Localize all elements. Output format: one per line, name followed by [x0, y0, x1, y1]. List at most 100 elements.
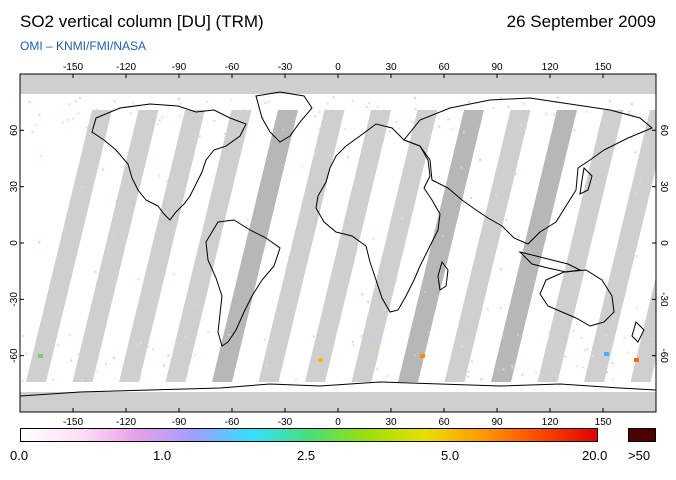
so2-speckle	[115, 200, 118, 203]
orbit-gap-swath	[72, 110, 159, 382]
so2-speckle	[206, 100, 209, 103]
so2-speckle	[81, 378, 83, 381]
so2-speckle	[318, 127, 321, 130]
so2-speckle	[83, 376, 85, 379]
so2-speckle	[63, 229, 66, 232]
so2-speckle	[523, 114, 526, 117]
so2-speckle	[70, 359, 72, 362]
orbit-gap-swath	[165, 110, 252, 382]
so2-speckle	[492, 106, 495, 109]
coast-japan	[579, 166, 593, 195]
so2-speckle	[379, 336, 382, 338]
so2-speckle	[28, 100, 31, 103]
so2-speckle	[424, 291, 426, 293]
so2-speckle	[193, 304, 196, 307]
so2-speckle	[228, 333, 231, 336]
lat-label-left: -60	[9, 348, 20, 363]
so2-speckle	[480, 378, 483, 381]
coast-asia	[403, 97, 653, 245]
so2-speckle	[492, 239, 495, 242]
lat-label-left: -30	[9, 292, 20, 307]
so2-speckle	[414, 97, 416, 100]
so2-speckle	[545, 112, 548, 115]
lon-label-top: 90	[491, 62, 503, 73]
so2-speckle	[580, 337, 583, 339]
so2-speckle	[38, 241, 41, 244]
so2-speckle	[572, 330, 575, 333]
so2-speckle	[606, 330, 609, 333]
so2-speckle	[312, 335, 315, 338]
so2-speckle	[642, 342, 645, 345]
so2-speckle	[649, 337, 652, 340]
lat-label-left: 30	[9, 181, 20, 193]
so2-speckle	[119, 107, 122, 110]
so2-speckle	[461, 345, 463, 348]
so2-speckle	[630, 103, 633, 106]
so2-speckle	[398, 127, 401, 130]
so2-speckle	[376, 368, 379, 371]
so2-speckle	[441, 235, 444, 237]
so2-speckle	[553, 113, 556, 116]
orbit-gap-swath	[398, 110, 484, 382]
so2-speckle	[68, 103, 71, 106]
map-title: SO2 vertical column [DU] (TRM)	[20, 12, 264, 31]
so2-speckle	[264, 101, 267, 104]
so2-speckle	[136, 344, 139, 347]
so2-speckle	[383, 309, 386, 311]
so2-speckle	[639, 180, 642, 183]
so2-speckle	[300, 164, 303, 167]
so2-speckle	[138, 377, 141, 379]
orbit-gap-swaths	[26, 110, 656, 382]
map-tick-marks	[20, 74, 656, 412]
so2-speckle	[611, 362, 614, 364]
so2-speckle	[479, 158, 482, 161]
so2-speckle	[470, 197, 473, 199]
so2-speckle	[361, 293, 364, 296]
so2-speckle	[22, 335, 25, 337]
so2-speckle	[386, 375, 388, 378]
so2-speckle	[573, 129, 576, 132]
so2-speckle	[591, 354, 594, 357]
so2-speckle	[470, 360, 473, 363]
lon-label-bottom: 30	[385, 417, 397, 428]
so2-speckle	[282, 164, 285, 167]
so2-speckle	[502, 336, 505, 339]
so2-speckle	[373, 336, 376, 339]
coast-greenland	[255, 91, 313, 143]
polar-night-north	[20, 74, 656, 94]
so2-speckle	[192, 330, 195, 333]
so2-speckle	[135, 376, 138, 379]
lon-label-top: -150	[63, 62, 83, 73]
so2-speckle	[147, 345, 150, 348]
so2-speckle	[611, 378, 614, 381]
so2-speckle	[95, 108, 98, 111]
colorbar-label-over: >50	[628, 448, 651, 463]
so2-speckle	[486, 308, 489, 311]
so2-speckle	[195, 109, 198, 112]
so2-speckle	[139, 341, 142, 344]
orbit-gap-swath	[305, 110, 391, 382]
lat-label-left: 0	[9, 240, 20, 246]
so2-speckle	[102, 168, 105, 171]
so2-speckle	[179, 342, 182, 345]
data-source: OMI – KNMI/FMI/NASA	[20, 39, 147, 53]
so2-speckle	[502, 368, 505, 371]
so2-speckle	[522, 102, 525, 105]
so2-speckle	[167, 354, 170, 357]
so2-speckle	[604, 334, 607, 337]
so2-speckle	[194, 353, 196, 356]
so2-speckle	[388, 130, 391, 133]
coast-south-america	[205, 219, 281, 347]
so2-speckle	[69, 334, 72, 337]
lat-label-right: -60	[658, 348, 669, 363]
so2-speckle	[77, 112, 80, 115]
so2-speckle	[585, 110, 588, 113]
so2-speckle	[414, 108, 417, 111]
so2-speckle	[265, 364, 268, 367]
so2-speckle	[238, 131, 241, 134]
so2-speckle	[163, 364, 165, 367]
so2-speckle	[113, 100, 116, 103]
lon-label-bottom: 120	[542, 417, 559, 428]
lat-label-right: 30	[658, 181, 669, 193]
colorbar-label-2: 2.5	[297, 448, 316, 463]
